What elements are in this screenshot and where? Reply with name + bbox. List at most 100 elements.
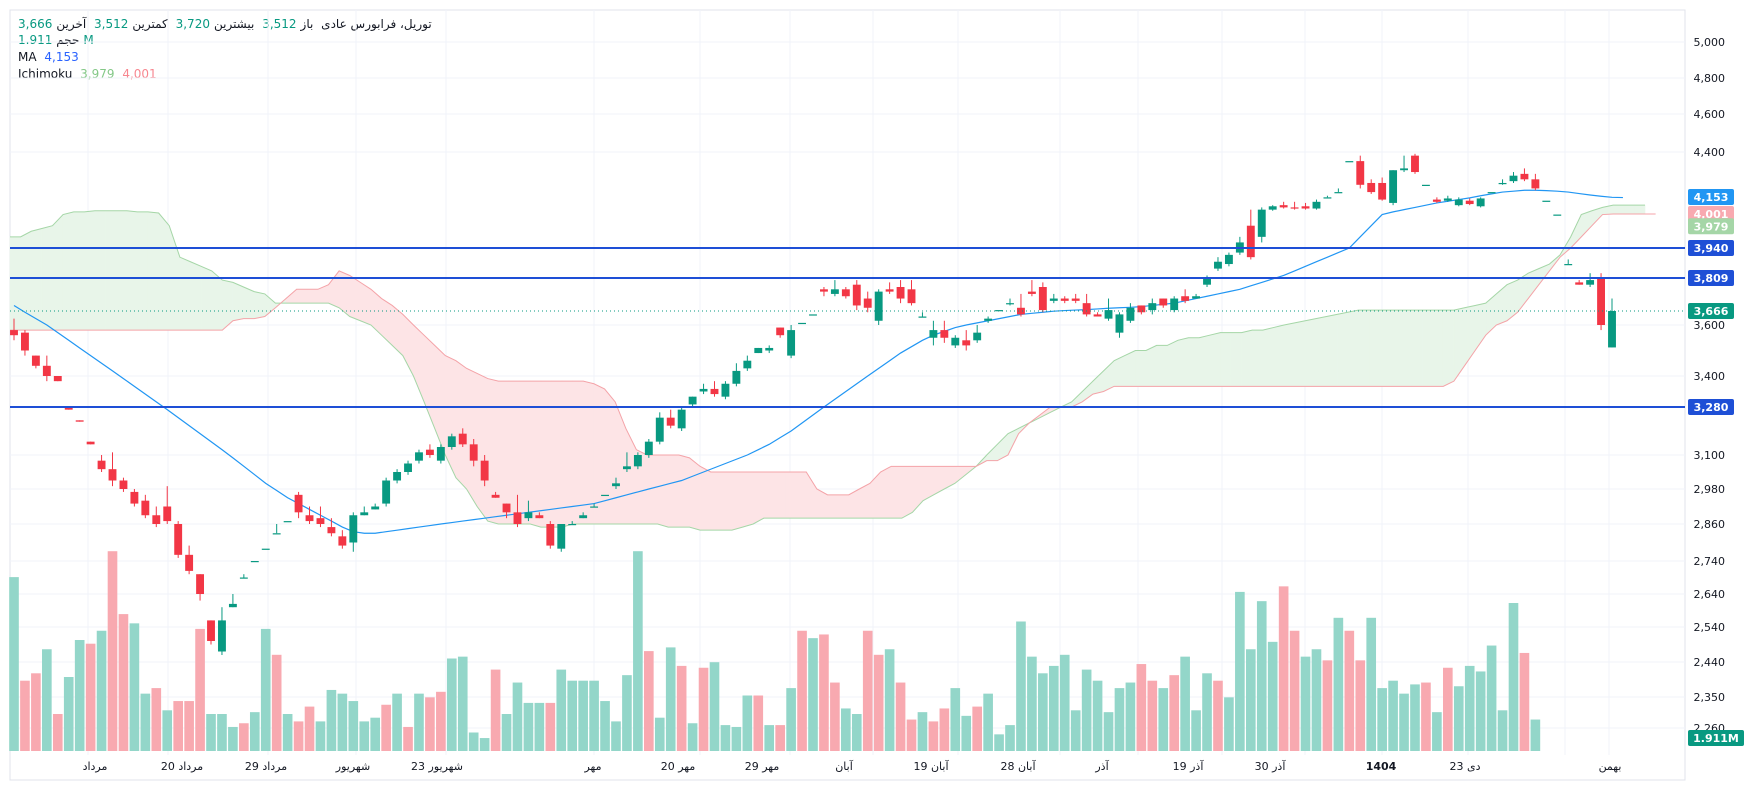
legend-volume-label: حجم xyxy=(56,33,80,47)
volume-bar xyxy=(1443,667,1453,751)
candle-body xyxy=(447,436,456,447)
volume-bar xyxy=(1092,680,1103,751)
legend-row-ohlc: توریل، فرابورس عادی باز3,512 بیشترین3,72… xyxy=(18,16,436,32)
candle-body xyxy=(1006,303,1014,305)
price-badge-label: 3,666 xyxy=(1694,305,1729,318)
ichimoku-cloud-segment xyxy=(73,211,85,331)
candle-body xyxy=(174,524,183,555)
legend-close-label: آخرین xyxy=(56,17,87,31)
ichimoku-cloud-segment xyxy=(1368,309,1380,387)
candle-body xyxy=(1071,298,1080,301)
price-badge-label: 4,001 xyxy=(1694,208,1729,221)
volume-bar xyxy=(228,726,238,751)
candle-body xyxy=(1093,314,1102,317)
ichimoku-cloud-segment xyxy=(763,471,775,519)
candle-body xyxy=(141,500,150,516)
volume-bar xyxy=(972,706,982,751)
ichimoku-cloud-segment xyxy=(30,228,43,331)
candle-body xyxy=(820,289,828,292)
volume-bar xyxy=(304,706,315,751)
candle-body xyxy=(776,327,785,336)
candle-body xyxy=(502,503,511,513)
x-axis-tick-label: 29 مهر xyxy=(745,760,780,773)
legend-close-value: 3,666 xyxy=(18,17,53,31)
volume-bar xyxy=(556,669,567,751)
volume-bar xyxy=(1333,617,1344,751)
volume-bar xyxy=(545,702,556,751)
ichimoku-cloud-segment xyxy=(1421,309,1433,387)
volume-bar xyxy=(676,665,687,751)
volume-bar xyxy=(1410,684,1420,751)
ichimoku-cloud-segment xyxy=(211,270,223,331)
volume-bar xyxy=(129,623,140,751)
x-axis-tick-label: شهریور xyxy=(335,760,370,773)
ichimoku-cloud-segment xyxy=(572,380,584,525)
volume-bar xyxy=(1245,649,1256,751)
volume-bar xyxy=(468,732,479,751)
ichimoku-cloud-segment xyxy=(487,378,499,525)
volume-bar xyxy=(1300,656,1311,751)
volume-bar xyxy=(1267,641,1278,751)
x-axis-tick-label: آبان xyxy=(835,759,853,773)
x-axis-tick-label: مرداد xyxy=(83,760,108,773)
candle-body xyxy=(710,388,719,395)
ichimoku-cloud-segment xyxy=(880,465,892,519)
volume-bar xyxy=(436,691,446,751)
candle-body xyxy=(1345,161,1354,163)
ichimoku-cloud-segment xyxy=(1453,307,1465,383)
volume-bar xyxy=(370,717,381,751)
volume-bar xyxy=(720,725,731,751)
price-badge-label: 3,280 xyxy=(1694,401,1729,414)
volume-bar xyxy=(1125,682,1136,751)
candle-body xyxy=(1246,225,1255,258)
moving-average-line xyxy=(13,189,1623,534)
candle-body xyxy=(1148,303,1157,311)
candle-body xyxy=(666,417,675,426)
x-axis-tick-label: 20 مرداد xyxy=(161,760,203,773)
volume-bar xyxy=(797,630,807,751)
volume-bar xyxy=(687,723,698,751)
ichimoku-cloud-segment xyxy=(699,465,712,531)
volume-bar xyxy=(753,695,764,751)
price-badge xyxy=(1688,303,1734,319)
ichimoku-cloud-segment xyxy=(1485,293,1497,336)
volume-bar xyxy=(851,714,862,751)
ichimoku-cloud-segment xyxy=(901,466,913,519)
ichimoku-cloud-segment xyxy=(1166,339,1179,387)
volume-bar xyxy=(1289,630,1300,751)
candle-body xyxy=(425,449,434,455)
y-axis-tick-label: 2,860 xyxy=(1694,518,1726,531)
candle-body xyxy=(1531,179,1540,189)
ichimoku-cloud-segment xyxy=(1188,337,1200,387)
volume-bar xyxy=(63,677,74,751)
candle-body xyxy=(1564,264,1573,266)
candle-body xyxy=(250,561,259,563)
volume-bar xyxy=(1421,682,1431,751)
volume-bar xyxy=(775,725,785,751)
volume-bar xyxy=(1027,656,1037,751)
legend-ma-value: 4,153 xyxy=(44,50,79,64)
volume-bar xyxy=(381,704,391,751)
candle-body xyxy=(1465,200,1474,205)
ichimoku-cloud-segment xyxy=(413,324,425,402)
candle-body xyxy=(644,441,653,455)
volume-bar xyxy=(315,721,326,751)
y-axis-tick-label: 4,800 xyxy=(1694,72,1726,85)
volume-bar xyxy=(786,688,796,751)
ichimoku-cloud-segment xyxy=(349,274,361,322)
ichimoku-cloud-segment xyxy=(1220,332,1232,387)
ichimoku-cloud-segment xyxy=(508,380,520,525)
candle-body xyxy=(436,447,445,461)
x-axis-tick-label: 30 آذر xyxy=(1255,759,1287,773)
candle-body xyxy=(754,347,763,354)
volume-bar xyxy=(1311,649,1322,751)
price-badge-label: 3,979 xyxy=(1694,220,1729,233)
ichimoku-cloud-segment xyxy=(1527,268,1540,300)
volume-bar xyxy=(195,628,205,751)
candle-body xyxy=(1389,170,1398,203)
ichimoku-cloud-segment xyxy=(200,265,213,331)
candle-body xyxy=(1214,261,1222,269)
ichimoku-cloud-segment xyxy=(1251,329,1264,387)
volume-bar xyxy=(20,680,30,751)
